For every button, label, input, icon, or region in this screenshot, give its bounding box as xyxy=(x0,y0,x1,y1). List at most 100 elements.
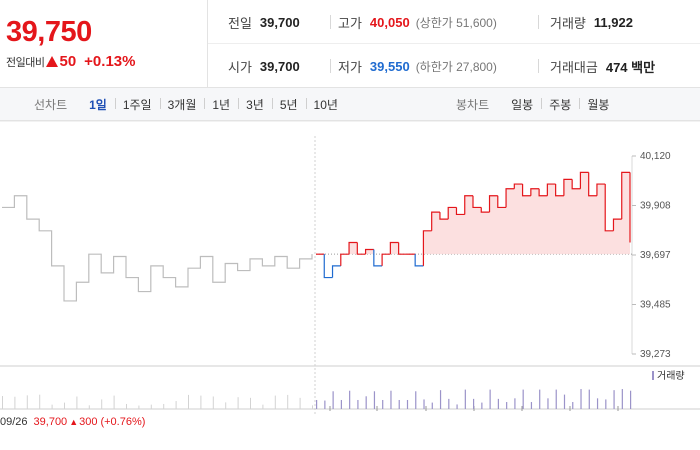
price-segment xyxy=(447,206,457,220)
price-segment xyxy=(414,254,424,267)
volume-bar xyxy=(580,389,582,409)
y-tick-label: 39,273 xyxy=(640,349,671,360)
volume-bar xyxy=(390,390,392,409)
candle-chart-tabs: 봉차트 일봉 주봉 월봉 xyxy=(456,88,617,121)
volume-bar xyxy=(539,389,541,409)
prev-day-line xyxy=(2,195,313,302)
prev-date: 09/26 xyxy=(0,416,28,428)
volume-bar xyxy=(555,389,557,409)
prev-volume-bar xyxy=(163,403,165,409)
volume-bar xyxy=(316,399,318,409)
prev-volume-bar xyxy=(51,404,53,409)
stat-value: 11,922 xyxy=(593,14,633,30)
stat-value: 40,050 xyxy=(369,14,410,30)
line-chart-label: 선차트 xyxy=(34,98,68,112)
stat-value: 39,550 xyxy=(369,58,410,74)
volume-bar xyxy=(349,390,351,409)
stats-row-1: 전일 39,700 고가 40,050 (상한가 51,600) 거래량 11,… xyxy=(208,0,700,44)
price-segment xyxy=(389,241,399,255)
up-arrow-icon: ▲ xyxy=(69,417,79,427)
tab-monthly[interactable]: 월봉 xyxy=(579,96,617,113)
price-segment xyxy=(588,172,597,197)
price-chart[interactable]: 40,12039,90839,69739,48539,27309/2710:00… xyxy=(0,121,700,414)
stats-panel: 전일 39,700 고가 40,050 (상한가 51,600) 거래량 11,… xyxy=(208,0,700,88)
prev-volume-bar xyxy=(250,397,251,409)
prev-price: 39,700 xyxy=(33,416,68,428)
stat-value: 39,700 xyxy=(259,14,300,30)
line-chart-tabs: 선차트 1일 1주일 3개월 1년 3년 5년 10년 xyxy=(34,88,346,121)
price-segment xyxy=(340,253,350,266)
volume-bar xyxy=(464,389,466,409)
stat-label: 거래량 xyxy=(550,15,586,31)
prev-volume-bar xyxy=(188,394,189,409)
volume-bar xyxy=(382,399,384,409)
divider xyxy=(330,15,331,29)
volume-bar xyxy=(530,402,533,409)
divider xyxy=(538,59,539,73)
stat-label: 저가 xyxy=(338,59,362,75)
prev-volume-bar xyxy=(26,395,28,409)
volume-bar xyxy=(373,391,376,409)
quote-header: 39,750 전일대비 50 +0.13% 전일 39,700 고가 40,05… xyxy=(0,0,700,88)
tab-1d[interactable]: 1일 xyxy=(89,98,107,112)
price-segment xyxy=(621,171,630,220)
up-arrow-icon xyxy=(46,56,59,67)
volume-legend-label: 거래량 xyxy=(657,370,685,382)
change-rate: +0.13% xyxy=(84,53,136,70)
price-segment xyxy=(612,218,622,231)
tab-weekly[interactable]: 주봉 xyxy=(541,96,579,113)
tab-3y[interactable]: 3년 xyxy=(238,96,272,113)
price-segment xyxy=(323,254,333,279)
price-segment xyxy=(571,179,581,190)
volume-bar xyxy=(415,391,417,409)
gain-area-fill xyxy=(316,172,630,255)
price-segment xyxy=(472,195,482,209)
volume-bar xyxy=(514,398,516,409)
prev-volume-bar xyxy=(212,396,214,409)
prev-volume-bar xyxy=(88,405,90,409)
price-segment xyxy=(513,183,523,189)
price-segment xyxy=(348,241,358,255)
volume-legend-swatch xyxy=(652,371,654,380)
stat-label: 고가 xyxy=(338,15,362,31)
volume-bar xyxy=(497,398,499,409)
tab-1y[interactable]: 1년 xyxy=(204,96,238,113)
stat-label: 시가 xyxy=(228,59,252,75)
lower-limit: (하한가 27,800) xyxy=(415,59,497,74)
prev-day-summary: 09/26 39,700 ▲ 300 (+0.76%) xyxy=(0,414,145,430)
price-segment xyxy=(381,253,391,266)
stat-high: 고가 40,050 (상한가 51,600) xyxy=(338,0,497,44)
tab-3m[interactable]: 3개월 xyxy=(159,96,205,113)
volume-bar xyxy=(473,398,475,409)
prev-change: 300 xyxy=(79,416,98,428)
volume-bar xyxy=(605,399,607,409)
price-segment xyxy=(439,212,449,220)
prev-volume-bar xyxy=(14,396,16,409)
tab-5y[interactable]: 5년 xyxy=(271,96,306,113)
stats-row-2: 시가 39,700 저가 39,550 (하한가 27,800) 거래대금 47… xyxy=(208,44,700,88)
price-segment xyxy=(373,249,383,267)
volume-bar xyxy=(324,400,326,409)
prev-volume-bar xyxy=(126,403,127,409)
volume-bar xyxy=(613,390,615,409)
price-segment xyxy=(505,188,515,208)
tab-1w[interactable]: 1주일 xyxy=(114,96,160,113)
price-segment xyxy=(356,242,366,255)
price-segment xyxy=(555,184,564,197)
volume-bar xyxy=(439,390,442,409)
prev-volume-bar xyxy=(2,396,3,409)
price-box: 39,750 전일대비 50 +0.13% xyxy=(0,0,208,88)
y-tick-label: 40,120 xyxy=(640,151,671,162)
tab-daily[interactable]: 일봉 xyxy=(511,98,534,112)
stat-value: 39,700 xyxy=(259,58,300,74)
volume-bar xyxy=(572,402,574,409)
change-label: 전일대비 xyxy=(6,56,45,69)
prev-volume-bar xyxy=(150,404,152,409)
volume-bar xyxy=(456,404,458,409)
volume-bar xyxy=(630,390,632,409)
prev-volume-bar xyxy=(175,401,177,409)
tab-10y[interactable]: 10년 xyxy=(305,96,346,113)
price-segment xyxy=(579,171,589,189)
prev-volume-bar xyxy=(299,397,301,409)
price-segment xyxy=(563,178,573,196)
